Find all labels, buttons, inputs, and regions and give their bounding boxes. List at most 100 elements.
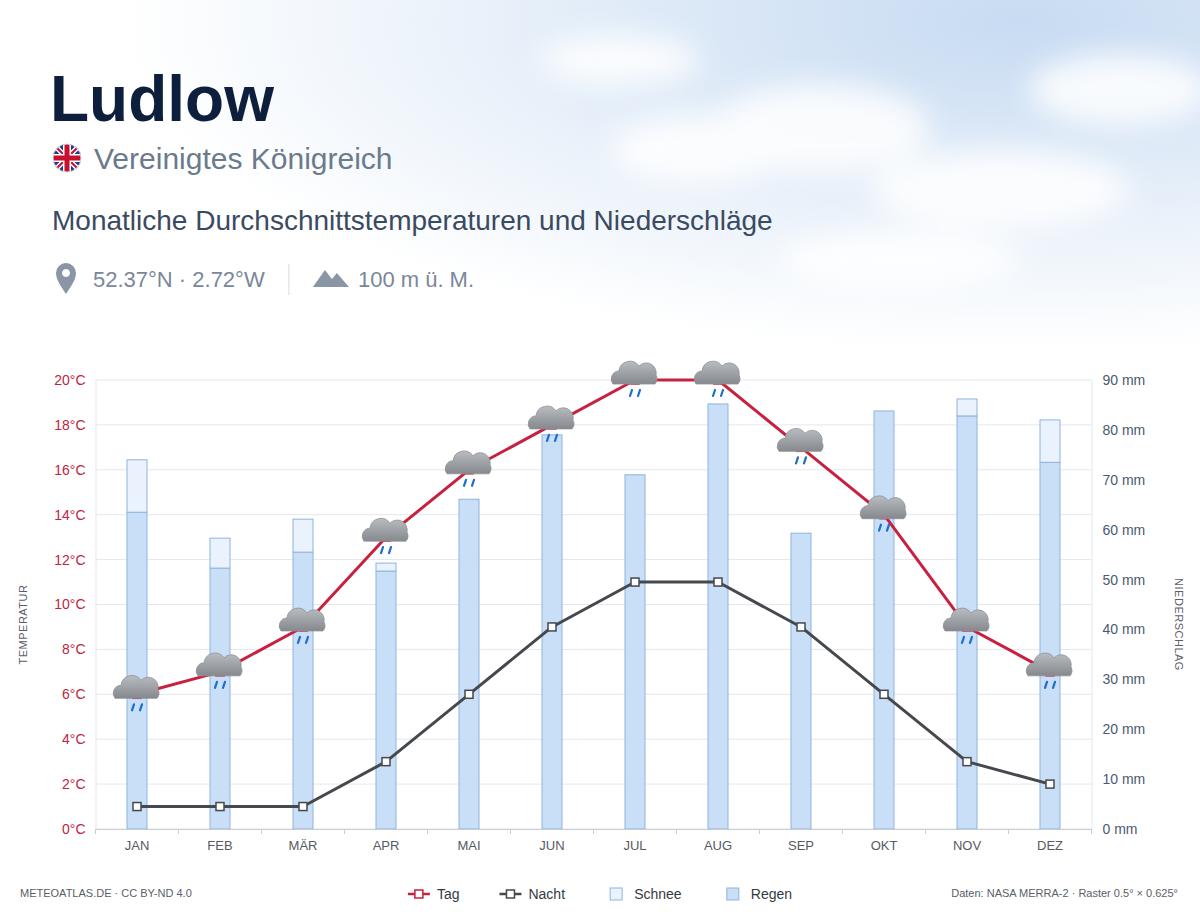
bar-regen <box>708 404 728 829</box>
x-separator <box>842 829 843 834</box>
bar-regen <box>293 552 313 829</box>
legend-item: Tag <box>408 886 460 902</box>
grid-line <box>96 694 1092 695</box>
icon-drop <box>464 480 466 486</box>
grid-line <box>96 559 1092 560</box>
elevation: 100 m ü. M. <box>358 267 474 292</box>
tick-label: 50 mm <box>1103 572 1146 588</box>
chart-root: LudlowVereinigtes KönigreichMonatliche D… <box>0 0 1200 920</box>
tick: 20 mm <box>1092 721 1146 737</box>
lines <box>133 376 1054 811</box>
subtitle: Vereinigtes Königreich <box>94 142 393 175</box>
x-separator <box>593 829 594 834</box>
tick: NOV <box>953 838 982 853</box>
bar-schnee <box>542 434 562 435</box>
grid-line <box>96 649 1092 650</box>
sky <box>0 0 1200 440</box>
tick: 0 mm <box>1092 821 1138 837</box>
flag-part <box>50 141 84 175</box>
bar-schnee <box>791 533 811 534</box>
grid-line <box>96 380 1092 381</box>
y-axis: 0°C2°C4°C6°C8°C10°C12°C14°C16°C18°C20°C <box>54 372 96 837</box>
bar-regen <box>127 512 147 829</box>
tick: 0°C <box>62 821 96 837</box>
sky-cloud <box>540 35 700 85</box>
bar-schnee <box>708 403 728 404</box>
icon-drop <box>713 390 715 396</box>
legend-item: Regen <box>727 886 792 902</box>
x-separator <box>427 829 428 834</box>
bar-regen <box>210 568 230 829</box>
tick-label: 16°C <box>54 462 85 478</box>
tick: 90 mm <box>1092 372 1146 388</box>
x-separator <box>95 829 96 834</box>
grid-line <box>96 424 1092 425</box>
tick: 4°C <box>62 731 96 747</box>
sky-fade <box>0 300 1200 440</box>
bar-schnee <box>127 460 147 512</box>
bar-regen <box>459 499 479 829</box>
icon-cloud <box>1026 653 1072 676</box>
legend-item: Schnee <box>610 886 682 902</box>
legend-label: Tag <box>437 886 460 902</box>
legend: Tag Nacht Schnee Regen <box>408 886 792 902</box>
icon-drop <box>306 637 308 643</box>
tick-label: SEP <box>788 838 814 853</box>
axis-line <box>1092 381 1093 830</box>
tick: MAI <box>457 838 480 853</box>
legend-label: Schnee <box>634 886 682 902</box>
tick: 40 mm <box>1092 621 1146 637</box>
sky-cloud <box>710 85 930 175</box>
flag-part <box>50 141 84 175</box>
flag-part <box>50 141 84 175</box>
x-separator <box>1008 829 1009 834</box>
tick-label: OKT <box>871 838 898 853</box>
x-separator <box>925 829 926 834</box>
tick-label: 60 mm <box>1103 522 1146 538</box>
tick-label: 18°C <box>54 417 85 433</box>
weather-icon <box>611 361 657 396</box>
tick-label: 90 mm <box>1103 372 1146 388</box>
axis-line <box>96 381 97 830</box>
icon-cloud <box>777 429 823 452</box>
weather-icon <box>860 496 906 531</box>
legend-label: Nacht <box>528 886 565 902</box>
background <box>0 0 1200 920</box>
line-tag <box>137 380 1050 694</box>
bar-regen <box>1040 462 1060 829</box>
sky-cloud <box>870 150 1130 230</box>
icon-cloud <box>196 653 242 676</box>
icon-drop <box>638 390 640 396</box>
tick: APR <box>373 838 400 853</box>
icon-drop <box>970 637 972 643</box>
tick: JUN <box>539 838 564 853</box>
icon-cloud <box>694 361 740 384</box>
marker-nacht <box>299 803 307 811</box>
pin-icon <box>56 263 76 294</box>
bar-schnee <box>957 399 977 416</box>
tick: 20°C <box>54 372 95 388</box>
tick-label: MAI <box>457 838 480 853</box>
x-separator <box>759 829 760 834</box>
flag-part <box>65 141 70 175</box>
weather-icon <box>113 676 159 711</box>
tick: JAN <box>125 838 150 853</box>
icon-cloud <box>611 361 657 384</box>
tick: AUG <box>704 838 732 853</box>
legend-marker <box>506 890 514 898</box>
marker-nacht <box>216 803 224 811</box>
line-nacht <box>137 582 1050 807</box>
tick: JUL <box>623 838 646 853</box>
icon-drop <box>472 480 474 486</box>
weather-icon <box>279 608 325 643</box>
tick: 10°C <box>54 596 95 612</box>
y2-axis-title: NIEDERSCHLAG <box>1173 578 1185 671</box>
icon-drop <box>796 457 798 463</box>
credit: METEOATLAS.DE · CC BY-ND 4.0 <box>20 887 192 899</box>
weather-icons <box>113 361 1072 710</box>
tick-label: 0°C <box>62 821 86 837</box>
tick-label: 10°C <box>54 596 85 612</box>
tick: SEP <box>788 838 814 853</box>
marker-nacht <box>880 690 888 698</box>
marker-nacht <box>548 623 556 631</box>
